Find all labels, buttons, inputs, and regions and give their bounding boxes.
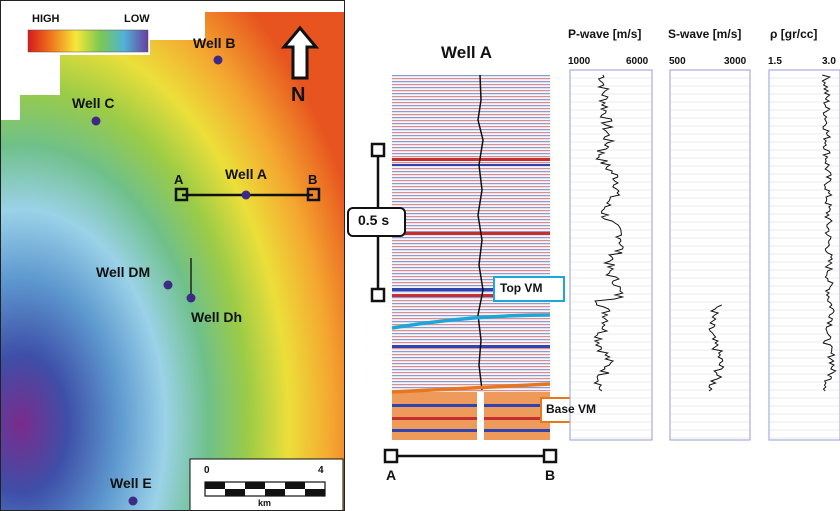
- section-end-marker-b: [306, 187, 321, 202]
- time-scale-end: [370, 142, 386, 158]
- reflector: [392, 164, 550, 166]
- well-dh-label: Well Dh: [191, 309, 243, 325]
- log-track-frame: [768, 69, 840, 441]
- section-end-marker-a: [174, 187, 189, 202]
- well-c-marker: [91, 116, 101, 126]
- well-e-marker: [128, 496, 138, 506]
- well-gap: [477, 392, 484, 440]
- legend-low-label: LOW: [124, 13, 150, 25]
- well-a-label: Well A: [225, 166, 268, 182]
- s-wave-log-curve: [708, 304, 725, 392]
- well-a-marker: [241, 190, 251, 200]
- time-scale-box: [347, 207, 406, 237]
- base-vm-label: Base VM: [546, 402, 597, 416]
- scale-bar: [204, 481, 326, 497]
- log-track-frame: [569, 69, 653, 441]
- well-dm-marker: [163, 280, 173, 290]
- scale-zero-label: 0: [204, 465, 210, 476]
- reflector: [392, 404, 550, 407]
- section-ab-end-a: [383, 448, 399, 464]
- scale-unit-label: km: [258, 498, 272, 508]
- log-tracks: [569, 69, 840, 441]
- reflector: [392, 294, 550, 297]
- reflector: [392, 288, 550, 291]
- map-panel: [0, 0, 345, 511]
- time-scale-label: 0.5 s: [358, 212, 390, 228]
- section-ab-end-b: [542, 448, 558, 464]
- s-wave-max: 3000: [724, 56, 747, 67]
- reflector: [392, 429, 550, 432]
- seismic-image: [392, 75, 550, 440]
- base-vm-horizon: [391, 382, 551, 394]
- well-dh-marker: [186, 293, 196, 303]
- section-title: Well A: [441, 43, 493, 62]
- log-track-frame: [669, 69, 751, 441]
- scale-four-label: 4: [318, 465, 324, 476]
- density-max: 3.0: [822, 56, 836, 67]
- p-wave-log-curve: [593, 74, 625, 392]
- map-end-b-label: B: [308, 172, 318, 187]
- s-wave-min: 500: [669, 56, 686, 67]
- well-c-label: Well C: [72, 95, 115, 111]
- reflector: [392, 232, 550, 235]
- top-vm-horizon: [391, 313, 551, 330]
- north-label: N: [291, 84, 306, 106]
- well-b-label: Well B: [193, 35, 236, 51]
- time-scale-end: [370, 287, 386, 303]
- density-title: ρ [gr/cc]: [770, 27, 818, 41]
- reflector: [392, 417, 550, 420]
- north-arrow-icon: [280, 25, 320, 80]
- color-legend-bar: [27, 29, 149, 53]
- section-end-a-label: A: [386, 467, 397, 483]
- reflector: [392, 345, 550, 348]
- density-log-curve: [821, 74, 837, 392]
- reflector: [392, 158, 550, 161]
- p-wave-title: P-wave [m/s]: [568, 27, 642, 41]
- p-wave-max: 6000: [626, 56, 649, 67]
- legend-high-label: HIGH: [32, 13, 60, 25]
- synthetic-trace: [477, 74, 484, 391]
- top-vm-label-box: [493, 276, 565, 302]
- base-zone: [392, 392, 550, 440]
- p-wave-min: 1000: [568, 56, 591, 67]
- section-end-b-label: B: [545, 467, 556, 483]
- map-end-a-label: A: [174, 172, 184, 187]
- well-dm-label: Well DM: [96, 264, 151, 280]
- s-wave-title: S-wave [m/s]: [668, 27, 742, 41]
- density-min: 1.5: [768, 56, 782, 67]
- well-b-marker: [213, 55, 223, 65]
- top-vm-label: Top VM: [500, 281, 543, 295]
- well-e-label: Well E: [110, 475, 152, 491]
